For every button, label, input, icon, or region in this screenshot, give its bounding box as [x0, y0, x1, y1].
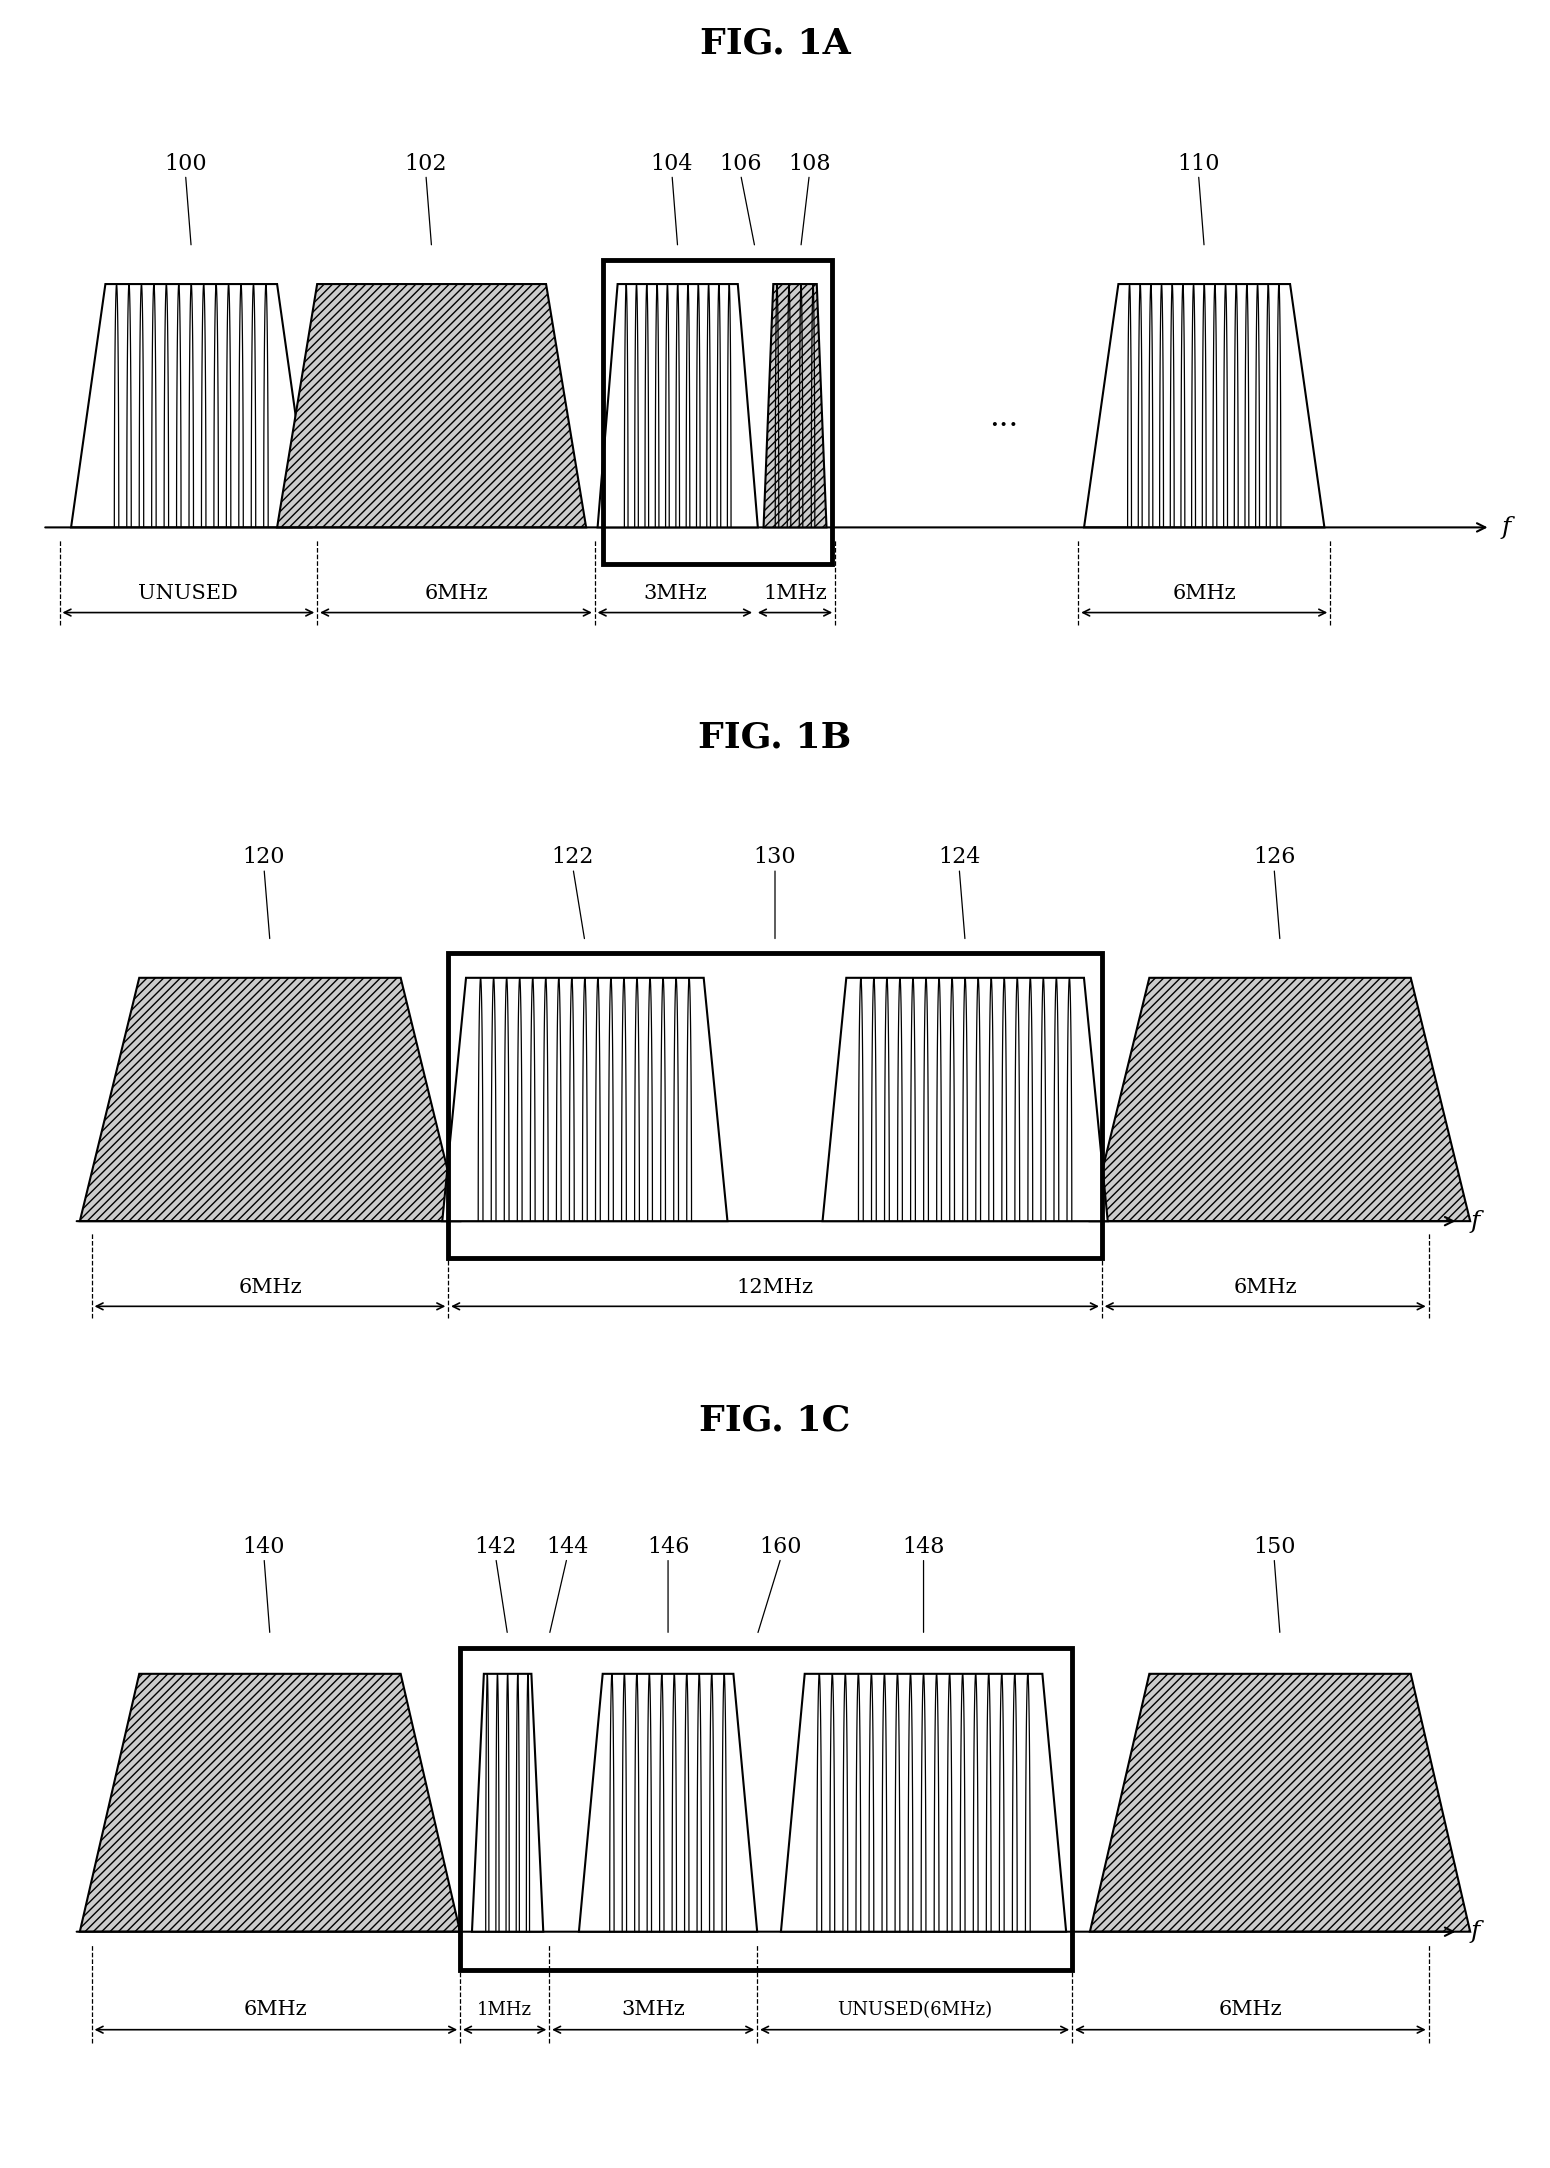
Polygon shape — [71, 284, 312, 527]
Polygon shape — [1090, 1674, 1471, 1932]
Text: 100: 100 — [164, 152, 206, 176]
Text: 144: 144 — [546, 1535, 589, 1559]
Text: 6MHz: 6MHz — [1172, 583, 1235, 603]
Text: 6MHz: 6MHz — [1234, 1277, 1297, 1296]
Polygon shape — [1090, 978, 1471, 1221]
Polygon shape — [473, 1674, 544, 1932]
Text: 3MHz: 3MHz — [643, 583, 707, 603]
Text: f: f — [1471, 1210, 1479, 1234]
Text: 130: 130 — [753, 846, 797, 869]
Text: 12MHz: 12MHz — [736, 1277, 814, 1296]
Text: 110: 110 — [1178, 152, 1220, 176]
Polygon shape — [1083, 284, 1324, 527]
Text: 1MHz: 1MHz — [763, 583, 826, 603]
Text: 6MHz: 6MHz — [425, 583, 488, 603]
Text: 124: 124 — [938, 846, 981, 869]
Polygon shape — [442, 978, 727, 1221]
Text: UNUSED: UNUSED — [138, 583, 239, 603]
Text: 160: 160 — [760, 1535, 803, 1559]
Text: 6MHz: 6MHz — [239, 1277, 302, 1296]
Text: 102: 102 — [405, 152, 446, 176]
Title: FIG. 1C: FIG. 1C — [699, 1403, 851, 1437]
Text: 106: 106 — [719, 152, 763, 176]
Title: FIG. 1A: FIG. 1A — [699, 26, 851, 61]
Polygon shape — [764, 284, 826, 527]
Text: 3MHz: 3MHz — [622, 2001, 685, 2018]
Title: FIG. 1B: FIG. 1B — [699, 720, 851, 754]
Text: f: f — [1502, 516, 1511, 540]
Text: 126: 126 — [1252, 846, 1296, 869]
Text: f: f — [1471, 1921, 1479, 1943]
Text: ...: ... — [989, 403, 1018, 434]
Text: 148: 148 — [902, 1535, 946, 1559]
Bar — [448, 954, 1102, 1257]
Text: 140: 140 — [243, 1535, 285, 1559]
Text: 146: 146 — [646, 1535, 690, 1559]
Text: 104: 104 — [651, 152, 693, 176]
Polygon shape — [277, 284, 586, 527]
Bar — [460, 1648, 1073, 1971]
Polygon shape — [578, 1674, 758, 1932]
Text: 1MHz: 1MHz — [477, 2001, 532, 2018]
Polygon shape — [598, 284, 758, 527]
Text: 120: 120 — [243, 846, 285, 869]
Text: UNUSED(6MHz): UNUSED(6MHz) — [837, 2001, 992, 2018]
Polygon shape — [79, 978, 460, 1221]
Text: 150: 150 — [1252, 1535, 1296, 1559]
Text: 122: 122 — [552, 846, 594, 869]
Text: 6MHz: 6MHz — [1218, 2001, 1282, 2018]
Polygon shape — [79, 1674, 460, 1932]
Polygon shape — [781, 1674, 1066, 1932]
Bar — [603, 260, 832, 564]
Text: 142: 142 — [474, 1535, 518, 1559]
Polygon shape — [823, 978, 1108, 1221]
Text: 6MHz: 6MHz — [243, 2001, 308, 2018]
Text: 108: 108 — [787, 152, 831, 176]
